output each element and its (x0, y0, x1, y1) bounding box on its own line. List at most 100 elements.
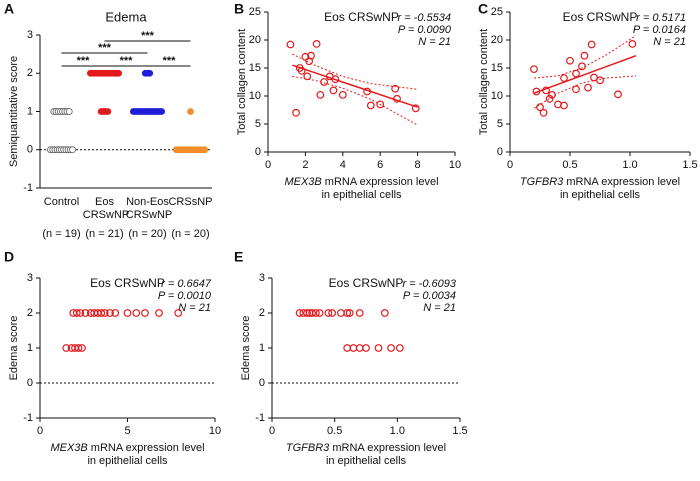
y-axis-label: Edema score (8, 316, 20, 381)
x-tick-label: 0 (37, 425, 43, 437)
data-point (366, 101, 375, 110)
data-point (174, 309, 183, 317)
data-point (308, 309, 317, 317)
data-point (560, 74, 568, 82)
data-point (343, 344, 352, 352)
data-point (146, 69, 154, 77)
data-point (362, 344, 370, 352)
data-point (580, 51, 589, 60)
data-point (614, 90, 622, 99)
x-axis-label: in epithelial cells (87, 455, 168, 467)
stat-label: N = 21 (423, 302, 456, 314)
significance-label: *** (141, 30, 155, 42)
panel-letter: D (4, 249, 14, 265)
y-tick-label: 10 (249, 90, 261, 102)
data-point (578, 62, 586, 71)
data-point (393, 94, 401, 103)
y-tick-label: 3 (259, 272, 265, 284)
y-tick-label: 0 (27, 377, 33, 389)
y-tick-label: 3 (27, 272, 33, 284)
n-label: (n = 21) (85, 228, 123, 240)
x-tick-label: 6 (377, 159, 383, 171)
y-tick-label: 10 (491, 90, 503, 102)
y-tick-label: 2 (27, 307, 33, 319)
panel-letter: A (4, 1, 14, 17)
x-axis-label: MEX3B mRNA expression level (50, 442, 204, 454)
data-point (584, 83, 592, 92)
y-tick-label: 25 (491, 6, 503, 18)
data-point (155, 309, 163, 317)
x-tick-label: 10 (209, 425, 221, 437)
data-point (338, 90, 347, 99)
ci-upper (533, 35, 637, 79)
data-point (343, 309, 352, 317)
data-point (545, 94, 554, 103)
data-point (572, 85, 580, 94)
y-tick-label: 15 (491, 62, 503, 74)
x-tick-label: 0 (269, 425, 275, 437)
data-point (65, 108, 73, 115)
data-point (331, 75, 340, 84)
y-tick-label: 3 (27, 29, 33, 41)
data-point (72, 309, 81, 317)
x-tick-label: 2 (302, 159, 308, 171)
data-point (303, 309, 311, 317)
data-point (104, 108, 112, 115)
stat-label: N = 21 (178, 302, 211, 314)
y-tick-label: 20 (491, 34, 503, 46)
y-tick-label: 5 (255, 118, 261, 130)
stat-label: r = 0.5171 (636, 12, 686, 24)
x-tick-label: 10 (449, 159, 461, 171)
data-point (560, 101, 568, 110)
data-point (596, 76, 604, 85)
data-point (587, 40, 596, 49)
x-tick-label: Eos CRSwNP (80, 196, 130, 221)
y-tick-label: -1 (23, 412, 33, 424)
x-tick-label: Non-Eos CRSwNP (123, 196, 173, 221)
data-point (141, 309, 149, 317)
data-point (106, 309, 114, 317)
x-tick-label: 4 (340, 159, 346, 171)
panel-title: Eos CRSwNP (90, 276, 165, 290)
data-point (115, 69, 123, 77)
x-tick-label: 8 (415, 159, 421, 171)
data-point (76, 309, 85, 317)
x-axis-label: TGFBR3 mRNA expression level (286, 442, 446, 454)
data-point (572, 69, 580, 78)
y-tick-label: -1 (23, 182, 33, 194)
data-point (387, 344, 395, 352)
data-point (532, 87, 541, 96)
x-tick-label: 1.5 (682, 159, 697, 171)
panel-title: Eos CRSwNP (324, 10, 399, 24)
data-point (97, 309, 106, 317)
data-point (566, 56, 574, 65)
n-label: (n = 19) (42, 228, 80, 240)
x-tick-label: 5 (124, 425, 130, 437)
data-point (374, 344, 383, 352)
significance-label: *** (77, 55, 91, 67)
data-point (320, 78, 329, 86)
y-tick-label: -1 (255, 412, 265, 424)
data-point (337, 309, 345, 317)
stat-label: N = 21 (653, 36, 686, 48)
stat-label: r = 0.6647 (161, 278, 212, 290)
data-point (297, 66, 306, 75)
data-point (411, 104, 420, 113)
x-axis-label: TGFBR3 mRNA expression level (520, 176, 680, 188)
significance-label: *** (98, 42, 112, 54)
x-tick-label: 0 (265, 159, 271, 171)
stat-label: N = 21 (418, 36, 451, 48)
data-point (395, 344, 404, 352)
x-tick-label: 1.0 (622, 159, 637, 171)
data-point (355, 344, 364, 352)
panel-letter: E (234, 249, 243, 265)
y-axis-label: Total collagen content (236, 29, 248, 135)
fit-line (533, 54, 637, 94)
y-axis-label: Edema score (240, 316, 252, 381)
x-tick-label: Control (44, 196, 79, 208)
data-point (187, 108, 194, 115)
data-point (328, 309, 337, 317)
data-point (286, 40, 295, 49)
panel-title: Eos CRSwNP (329, 276, 404, 290)
